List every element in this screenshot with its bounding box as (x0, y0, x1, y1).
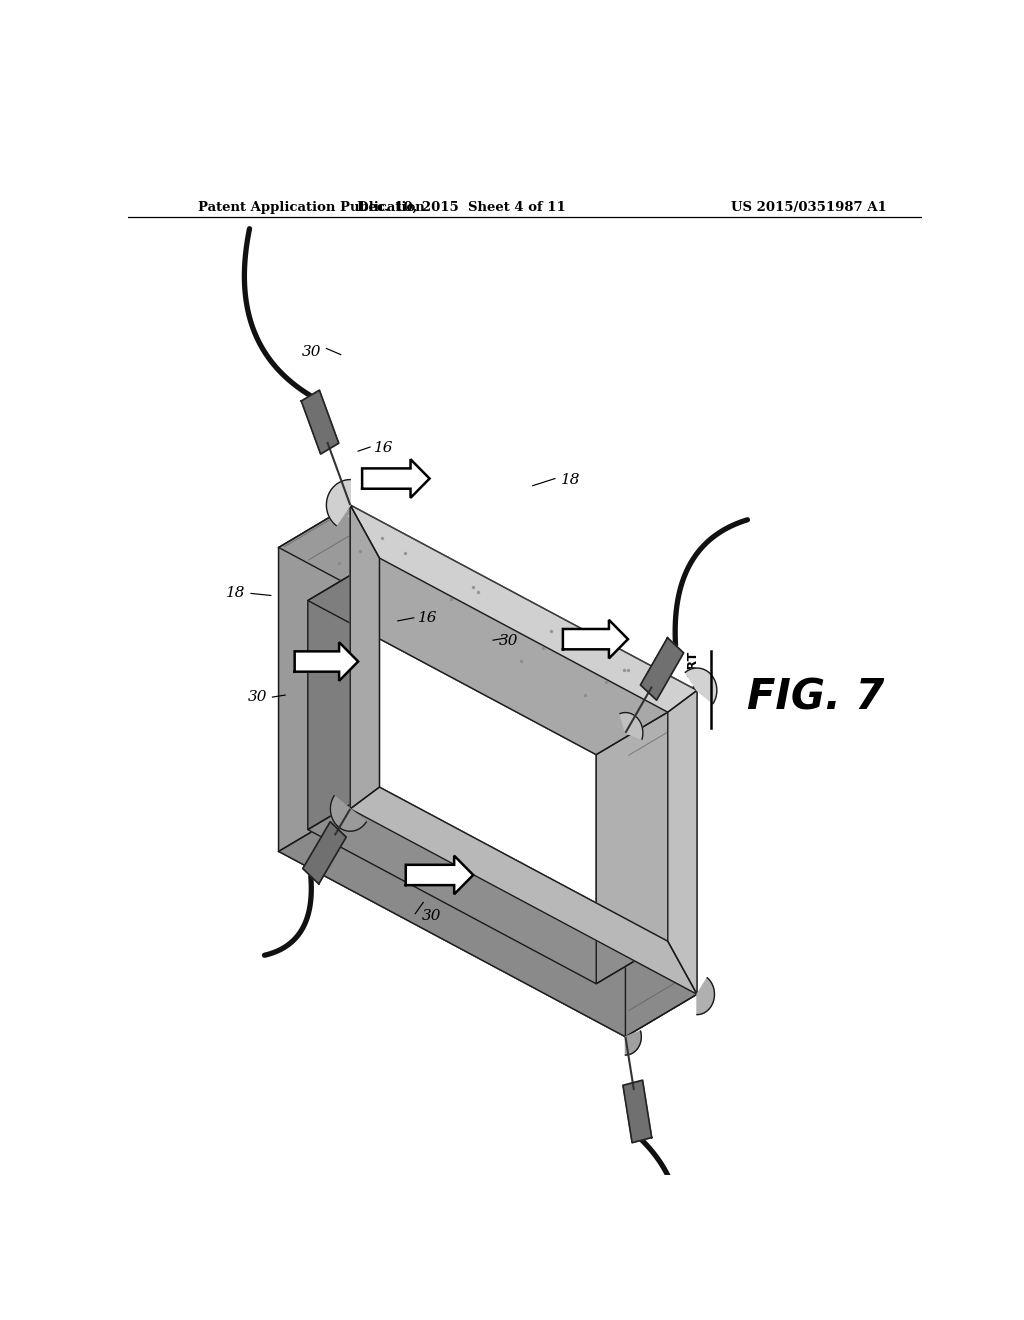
Polygon shape (621, 713, 643, 739)
Polygon shape (596, 713, 668, 983)
Polygon shape (303, 822, 346, 884)
Polygon shape (279, 809, 697, 1036)
Text: 18: 18 (560, 473, 580, 487)
Polygon shape (362, 459, 430, 498)
Polygon shape (350, 506, 380, 809)
Text: 30: 30 (301, 345, 321, 359)
Text: 30: 30 (248, 690, 267, 704)
Polygon shape (406, 855, 473, 894)
Text: Dec. 10, 2015  Sheet 4 of 11: Dec. 10, 2015 Sheet 4 of 11 (357, 201, 565, 214)
Polygon shape (308, 787, 668, 983)
Text: 16: 16 (374, 441, 393, 455)
Polygon shape (685, 668, 717, 704)
Polygon shape (563, 620, 628, 659)
Text: PRIOR ART: PRIOR ART (687, 651, 700, 726)
Polygon shape (623, 1080, 651, 1143)
Polygon shape (308, 558, 668, 755)
Polygon shape (301, 391, 339, 454)
Polygon shape (279, 506, 697, 733)
Polygon shape (279, 548, 626, 755)
Text: FIG. 7: FIG. 7 (748, 676, 885, 718)
Text: Patent Application Publication: Patent Application Publication (198, 201, 425, 214)
Polygon shape (331, 796, 367, 832)
Text: 16: 16 (418, 611, 437, 624)
Polygon shape (640, 638, 684, 700)
Text: 18: 18 (226, 586, 246, 601)
Polygon shape (697, 978, 715, 1015)
Text: 30: 30 (422, 908, 441, 923)
Polygon shape (308, 558, 380, 829)
Polygon shape (327, 479, 350, 525)
Polygon shape (626, 1031, 641, 1055)
Polygon shape (279, 506, 350, 851)
Polygon shape (348, 510, 688, 692)
Polygon shape (350, 506, 697, 713)
Polygon shape (279, 829, 626, 1036)
Polygon shape (596, 733, 626, 1036)
Polygon shape (279, 548, 308, 851)
Polygon shape (626, 690, 697, 1036)
Polygon shape (350, 787, 697, 994)
Text: US 2015/0351987 A1: US 2015/0351987 A1 (731, 201, 887, 214)
Polygon shape (668, 690, 697, 994)
Text: 30: 30 (499, 634, 518, 648)
Polygon shape (295, 643, 358, 681)
